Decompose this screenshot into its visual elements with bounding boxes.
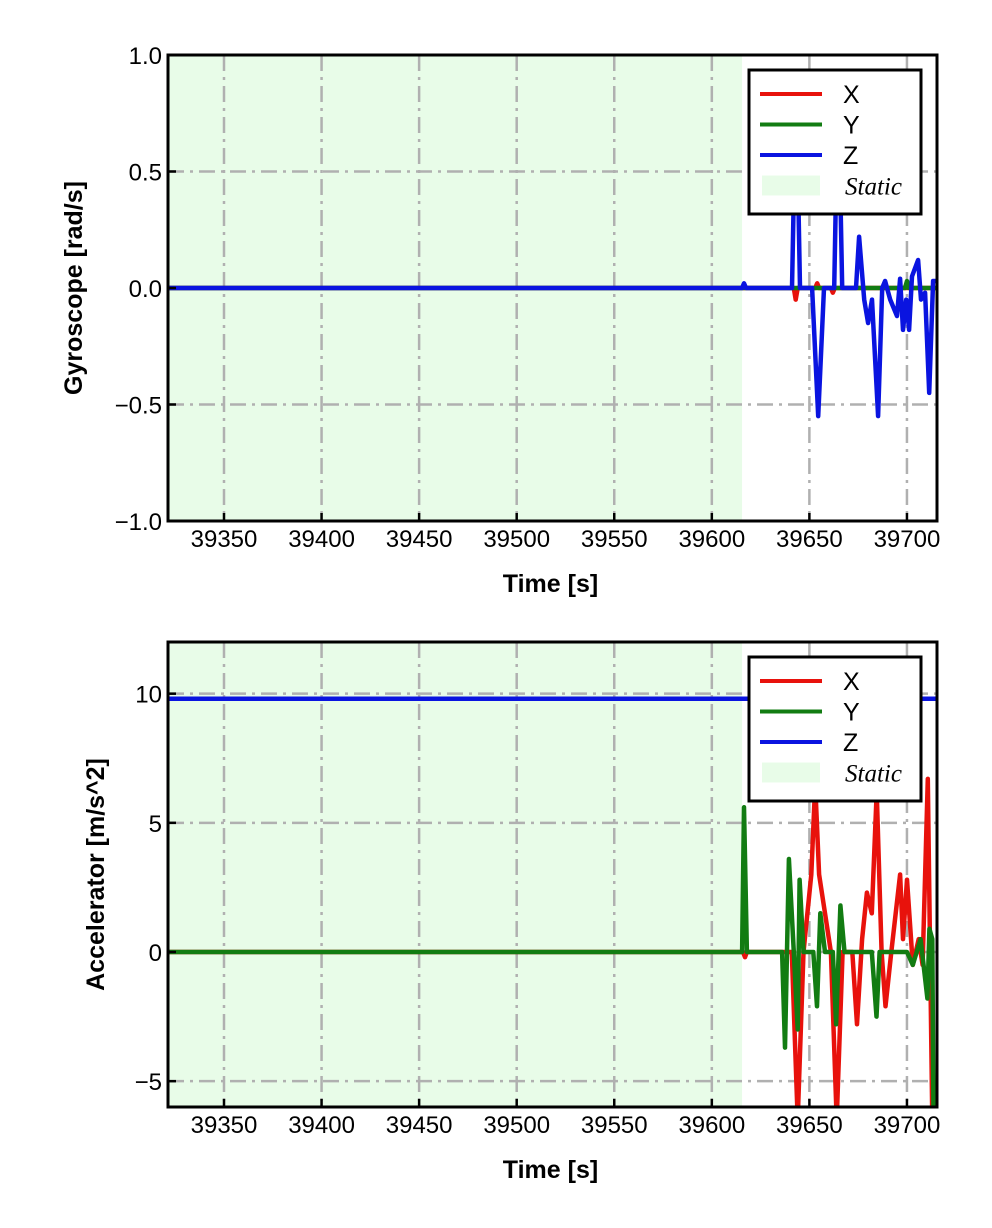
- legend-label: Static: [845, 174, 902, 201]
- x-tick-label: 39550: [581, 526, 648, 553]
- x-axis-label: Time [s]: [503, 1156, 598, 1184]
- y-tick-label: 1.0: [129, 43, 162, 70]
- x-tick-label: 39600: [678, 526, 745, 553]
- y-tick-label: −5: [135, 1069, 162, 1096]
- x-tick-label: 39700: [874, 1112, 941, 1139]
- series-line-x: [168, 281, 937, 302]
- x-tick-label: 39650: [776, 1112, 843, 1139]
- y-tick-label: 10: [135, 682, 162, 709]
- axes-frame: [166, 640, 939, 1109]
- chart-accelerator: 39350 39400 39450 39500 39550 39600 39650 39700…: [82, 640, 941, 1184]
- y-tick-label: 5: [149, 811, 162, 838]
- x-tick-label: 39350: [191, 526, 258, 553]
- y-axis-label: Gyroscope [rad/s]: [60, 181, 88, 395]
- x-tick-label: 39450: [386, 1112, 453, 1139]
- y-tick-label: 0.0: [129, 276, 162, 303]
- x-tick-label: 39700: [874, 526, 941, 553]
- legend-label: Y: [843, 112, 860, 140]
- x-tick-label: 39500: [483, 526, 550, 553]
- legend-label: Z: [843, 729, 858, 757]
- x-tick-label: 39400: [288, 526, 355, 553]
- x-tick-label: 39400: [288, 1112, 355, 1139]
- series-line-z: [168, 76, 937, 419]
- legend-label: Y: [843, 699, 860, 727]
- series-line-y: [168, 805, 936, 1107]
- x-axis-label: Time [s]: [503, 570, 598, 598]
- y-tick-label: −1.0: [115, 509, 162, 536]
- legend: XYZ Static: [747, 68, 923, 216]
- chart-gyroscope: 39350 39400 39450 39500 39550 39600 39650 39700…: [60, 43, 940, 598]
- static-region: [168, 642, 743, 1107]
- legend-swatch-static: [762, 175, 820, 196]
- legend-label: X: [843, 81, 860, 109]
- x-tick-label: 39500: [483, 1112, 550, 1139]
- legend: XYZ Static: [747, 655, 923, 803]
- x-tick-label: 39350: [191, 1112, 258, 1139]
- y-tick-label: −0.5: [115, 393, 162, 420]
- y-tick-label: 0: [149, 940, 162, 967]
- y-axis-label: Accelerator [m/s^2]: [82, 758, 110, 991]
- x-tick-label: 39650: [776, 526, 843, 553]
- x-tick-label: 39600: [678, 1112, 745, 1139]
- legend-swatch-static: [762, 762, 820, 783]
- x-tick-label: 39450: [386, 526, 453, 553]
- legend-label: Z: [843, 142, 858, 170]
- x-tick-label: 39550: [581, 1112, 648, 1139]
- legend-label: X: [843, 668, 860, 696]
- y-tick-label: 0.5: [129, 160, 162, 187]
- legend-label: Static: [845, 761, 902, 788]
